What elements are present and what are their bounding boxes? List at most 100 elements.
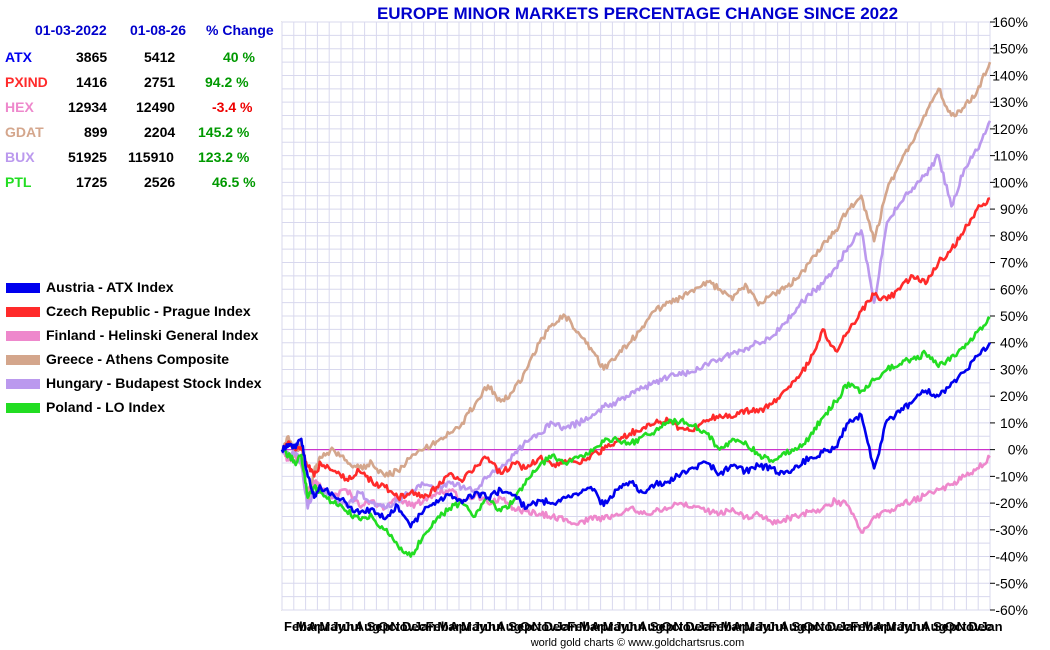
x-tick-label: Aug [921,619,946,634]
legend-swatch [6,379,40,389]
legend-item-finland: Finland - Helinski General Index [6,327,286,347]
header-end-date: 01-08-26 [130,22,187,38]
table-row-hex: HEX 12934 12490 -3.4 % [0,99,285,119]
x-tick-label: Feb [426,619,449,634]
legend-label: Hungary - Budapest Stock Index [46,375,262,391]
y-tick-label: 140% [992,67,1028,83]
x-tick-label: Feb [850,619,873,634]
x-tick-label: Feb [284,619,307,634]
x-tick-label: Feb [567,619,590,634]
x-tick-label: Apr [308,619,330,634]
x-tick-label: Aug [496,619,521,634]
x-tick-label: Jul [485,619,504,634]
row-start-value: 1725 [76,174,108,190]
x-tick-label: Jul [909,619,928,634]
row-change: 40 % [223,49,255,65]
x-tick-label: Sep [650,619,674,634]
x-tick-label: Jun [473,619,496,634]
y-tick-label: 50% [1000,308,1028,324]
x-tick-label: Mar [296,619,319,634]
y-tick-label: 10% [1000,415,1028,431]
legend-swatch [6,331,40,341]
x-tick-label: Jul [768,619,787,634]
table-row-bux: BUX 51925 115910 123.2 % [0,149,285,169]
row-start-value: 3865 [76,49,108,65]
series-line [280,197,991,502]
y-tick-label: 100% [992,174,1028,190]
row-code: PTL [5,174,32,190]
y-tick-label: 0% [1008,442,1028,458]
chart-credit: world gold charts © www.goldchartsrus.co… [530,637,745,649]
row-start-value: 1416 [76,74,108,90]
x-tick-label: Jun [756,619,779,634]
x-tick-label: Oct [803,619,825,634]
x-tick-label: May [603,619,629,634]
table-header: 01-03-2022 01-08-26 % Change [0,22,285,42]
x-tick-label: Aug [638,619,663,634]
x-tick-label: Jan [980,619,1002,634]
legend-swatch [6,283,40,293]
row-code: PXIND [5,74,48,90]
row-code: ATX [5,49,32,65]
x-tick-label: Apr [732,619,754,634]
y-tick-label: 90% [1000,201,1028,217]
y-tick-label: -10% [995,468,1028,484]
x-tick-label: Dec [827,619,851,634]
x-tick-label: Aug [355,619,380,634]
x-tick-label: Mar [437,619,460,634]
row-change: 123.2 % [198,149,250,165]
y-tick-label: 110% [993,148,1028,164]
row-start-value: 12934 [68,99,107,115]
x-tick-label: May [461,619,487,634]
row-end-value: 12490 [136,99,175,115]
table-row-atx: ATX 3865 5412 40 % [0,49,285,69]
x-tick-label: Sep [367,619,391,634]
y-tick-label: 160% [992,14,1028,30]
x-tick-label: Jun [614,619,637,634]
row-end-value: 2751 [144,74,176,90]
x-tick-label: Aug [780,619,805,634]
x-tick-label: Nov [532,619,557,634]
x-tick-label: Apr [591,619,613,634]
legend-swatch [6,355,40,365]
legend-label: Czech Republic - Prague Index [46,303,251,319]
row-end-value: 115910 [128,149,174,165]
legend-item-czech: Czech Republic - Prague Index [6,303,286,323]
chart-title: EUROPE MINOR MARKETS PERCENTAGE CHANGE S… [376,4,899,23]
y-tick-label: 20% [1000,388,1028,404]
table-row-gdat: GDAT 899 2204 145.2 % [0,124,285,144]
x-tick-label: May [744,619,770,634]
row-code: HEX [5,99,34,115]
x-tick-label: Nov [673,619,698,634]
row-change: 46.5 % [212,174,256,190]
x-tick-label: Oct [662,619,684,634]
legend-label: Austria - ATX Index [46,279,174,295]
y-tick-label: -30% [995,522,1028,538]
y-tick-label: -60% [995,602,1028,618]
y-tick-label: 120% [992,121,1028,137]
y-tick-label: 60% [1000,281,1028,297]
x-tick-label: May [319,619,345,634]
x-tick-label: Mar [862,619,885,634]
x-tick-label: Oct [520,619,542,634]
y-tick-label: -40% [995,549,1028,565]
series-line [280,342,992,529]
x-tick-label: Nov [390,619,415,634]
x-tick-label: Dec [402,619,426,634]
row-code: BUX [5,149,35,165]
x-tick-label: Nov [815,619,840,634]
x-tick-label: Dec [544,619,568,634]
x-tick-label: Apr [449,619,471,634]
row-change: -3.4 % [212,99,253,115]
row-start-value: 51925 [68,149,107,165]
x-tick-label: Jun [898,619,921,634]
x-tick-label: May [886,619,912,634]
legend-item-poland: Poland - LO Index [6,399,286,419]
y-tick-label: 150% [992,41,1028,57]
x-tick-label: Jan [555,619,577,634]
legend-label: Greece - Athens Composite [46,351,230,367]
row-start-value: 899 [84,124,108,140]
x-tick-label: Sep [791,619,815,634]
x-tick-label: Jul [343,619,362,634]
